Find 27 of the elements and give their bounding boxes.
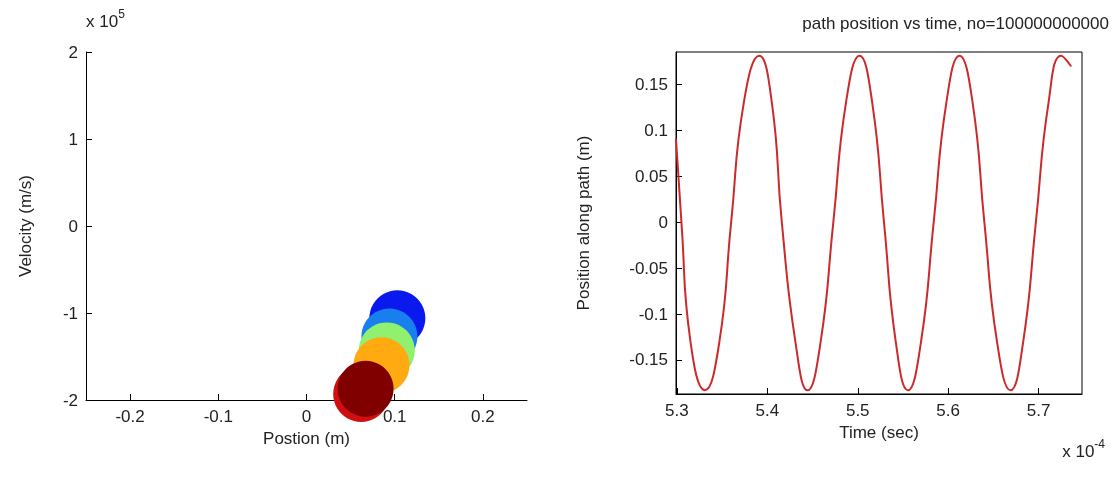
y-tick-label: 0.15 — [634, 74, 668, 94]
x-axis-title: Postion (m) — [263, 429, 350, 448]
x-tick-label: 5.6 — [936, 401, 960, 420]
x-tick-label: 5.5 — [845, 401, 870, 420]
y-tick-label: 0.1 — [644, 120, 668, 140]
x-tick-label: 5.3 — [665, 401, 689, 420]
y-axis-title: Position along path (m) — [574, 135, 593, 311]
y-tick-label: -0.1 — [638, 304, 668, 324]
y-tick-label: -0.15 — [629, 350, 668, 370]
y-tick-label: -1 — [62, 303, 78, 323]
x-axis-title: Time (sec) — [839, 423, 919, 442]
x-tick-label: 0 — [301, 407, 312, 426]
x-tick-label: -0.2 — [115, 407, 145, 426]
y-tick-label: 2 — [68, 42, 78, 62]
x-tick-label: 0.2 — [471, 407, 495, 426]
y-tick-label: 0.05 — [634, 166, 668, 186]
y-tick-label: -0.05 — [629, 258, 668, 278]
y-tick-label: 1 — [68, 129, 78, 149]
x-tick-label: -0.1 — [203, 407, 233, 426]
x-tick-label: 5.7 — [1026, 401, 1051, 420]
y-tick-label: -2 — [62, 390, 78, 410]
y-axis-title: Velocity (m/s) — [16, 174, 35, 278]
y-tick-label: 0 — [658, 212, 668, 232]
x-tick-label: 5.4 — [755, 401, 780, 420]
chart-title: path position vs time, no=100000000000 — [802, 14, 1109, 33]
x-tick-label: 0.1 — [382, 407, 407, 426]
y-tick-label: 0 — [68, 216, 78, 236]
